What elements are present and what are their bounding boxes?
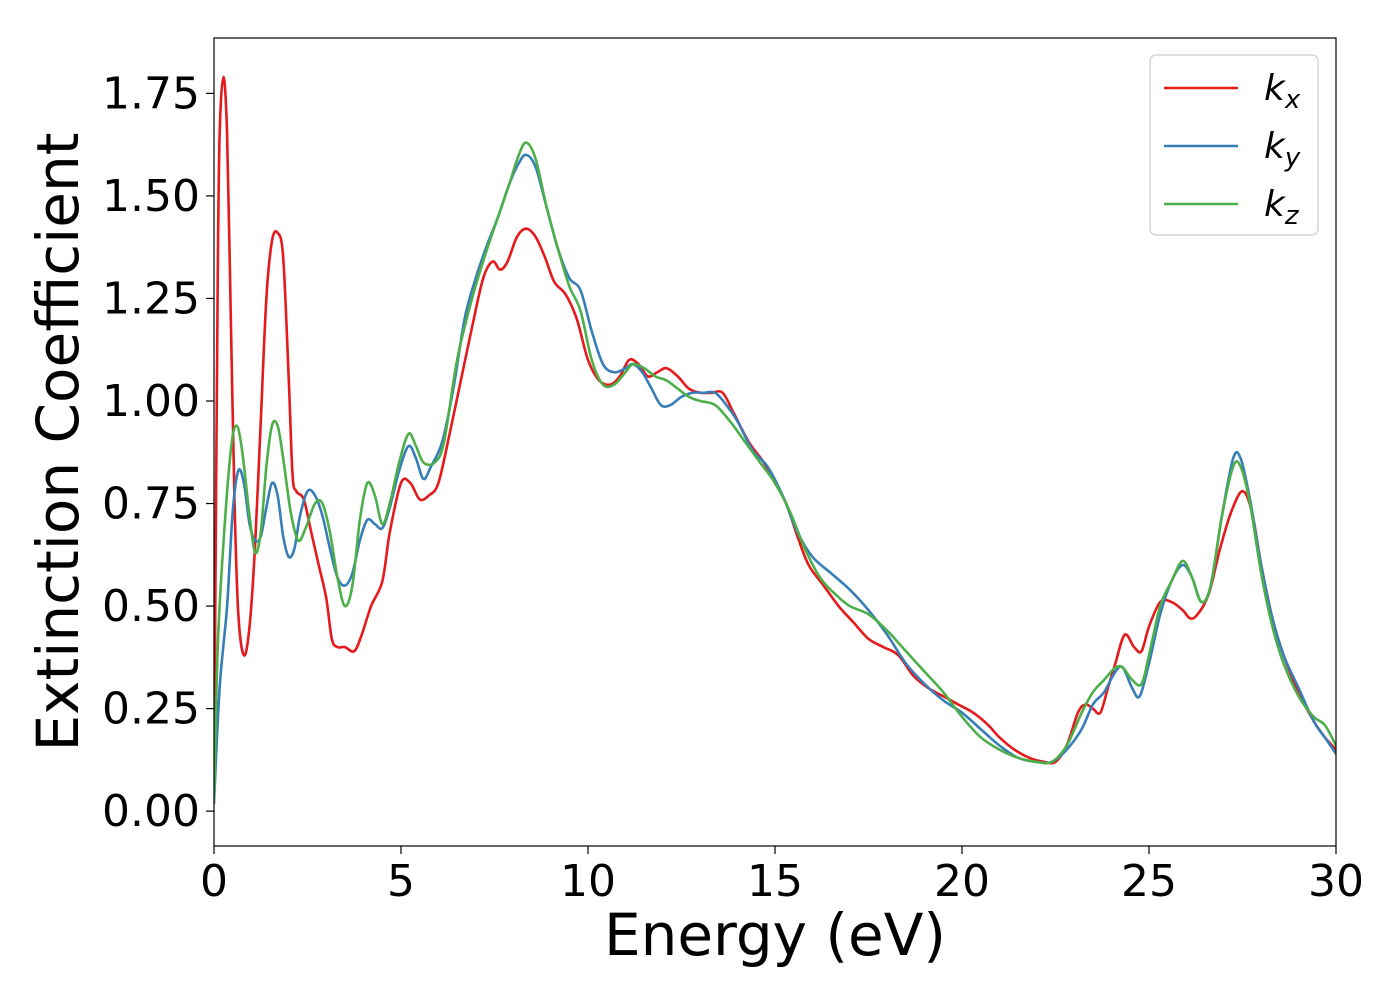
y-tick-label: 1.50: [102, 171, 200, 222]
legend-label-kx: kx: [1264, 68, 1301, 115]
y-ticks: 0.00 0.25 0.50 0.75 1.00 1.25 1.50 1.75: [102, 68, 214, 837]
y-tick-label: 1.00: [102, 376, 200, 427]
x-tick-label: 0: [200, 856, 228, 907]
legend-label-main: k: [1264, 184, 1287, 225]
series-line-ky: [214, 153, 1336, 805]
series-layer: [214, 75, 1336, 805]
legend-label-main: k: [1264, 68, 1287, 109]
y-tick-label: 0.25: [102, 684, 200, 735]
x-ticks: 0 5 10 15 20 25 30: [200, 846, 1364, 907]
x-tick-label: 25: [1121, 856, 1177, 907]
x-tick-label: 15: [747, 856, 803, 907]
y-tick-label: 0.00: [102, 786, 200, 837]
y-axis-title: Extinction Coefficient: [24, 133, 92, 752]
legend-label-kz: kz: [1264, 184, 1300, 231]
legend-label-main: k: [1264, 126, 1287, 167]
x-tick-label: 5: [387, 856, 415, 907]
legend-label-subscript: x: [1284, 85, 1301, 115]
y-tick-label: 0.50: [102, 581, 200, 632]
y-tick-label: 0.75: [102, 479, 200, 530]
x-axis-title: Energy (eV): [604, 901, 946, 969]
legend-label-ky: ky: [1264, 126, 1301, 173]
x-tick-label: 20: [934, 856, 990, 907]
x-tick-label: 30: [1308, 856, 1364, 907]
legend-label-subscript: z: [1284, 201, 1300, 231]
y-tick-label: 1.75: [102, 68, 200, 119]
y-tick-label: 1.25: [102, 273, 200, 324]
x-tick-label: 10: [560, 856, 616, 907]
series-line-kz: [214, 141, 1336, 805]
legend-label-subscript: y: [1284, 143, 1301, 173]
series-line-kx: [214, 75, 1336, 792]
